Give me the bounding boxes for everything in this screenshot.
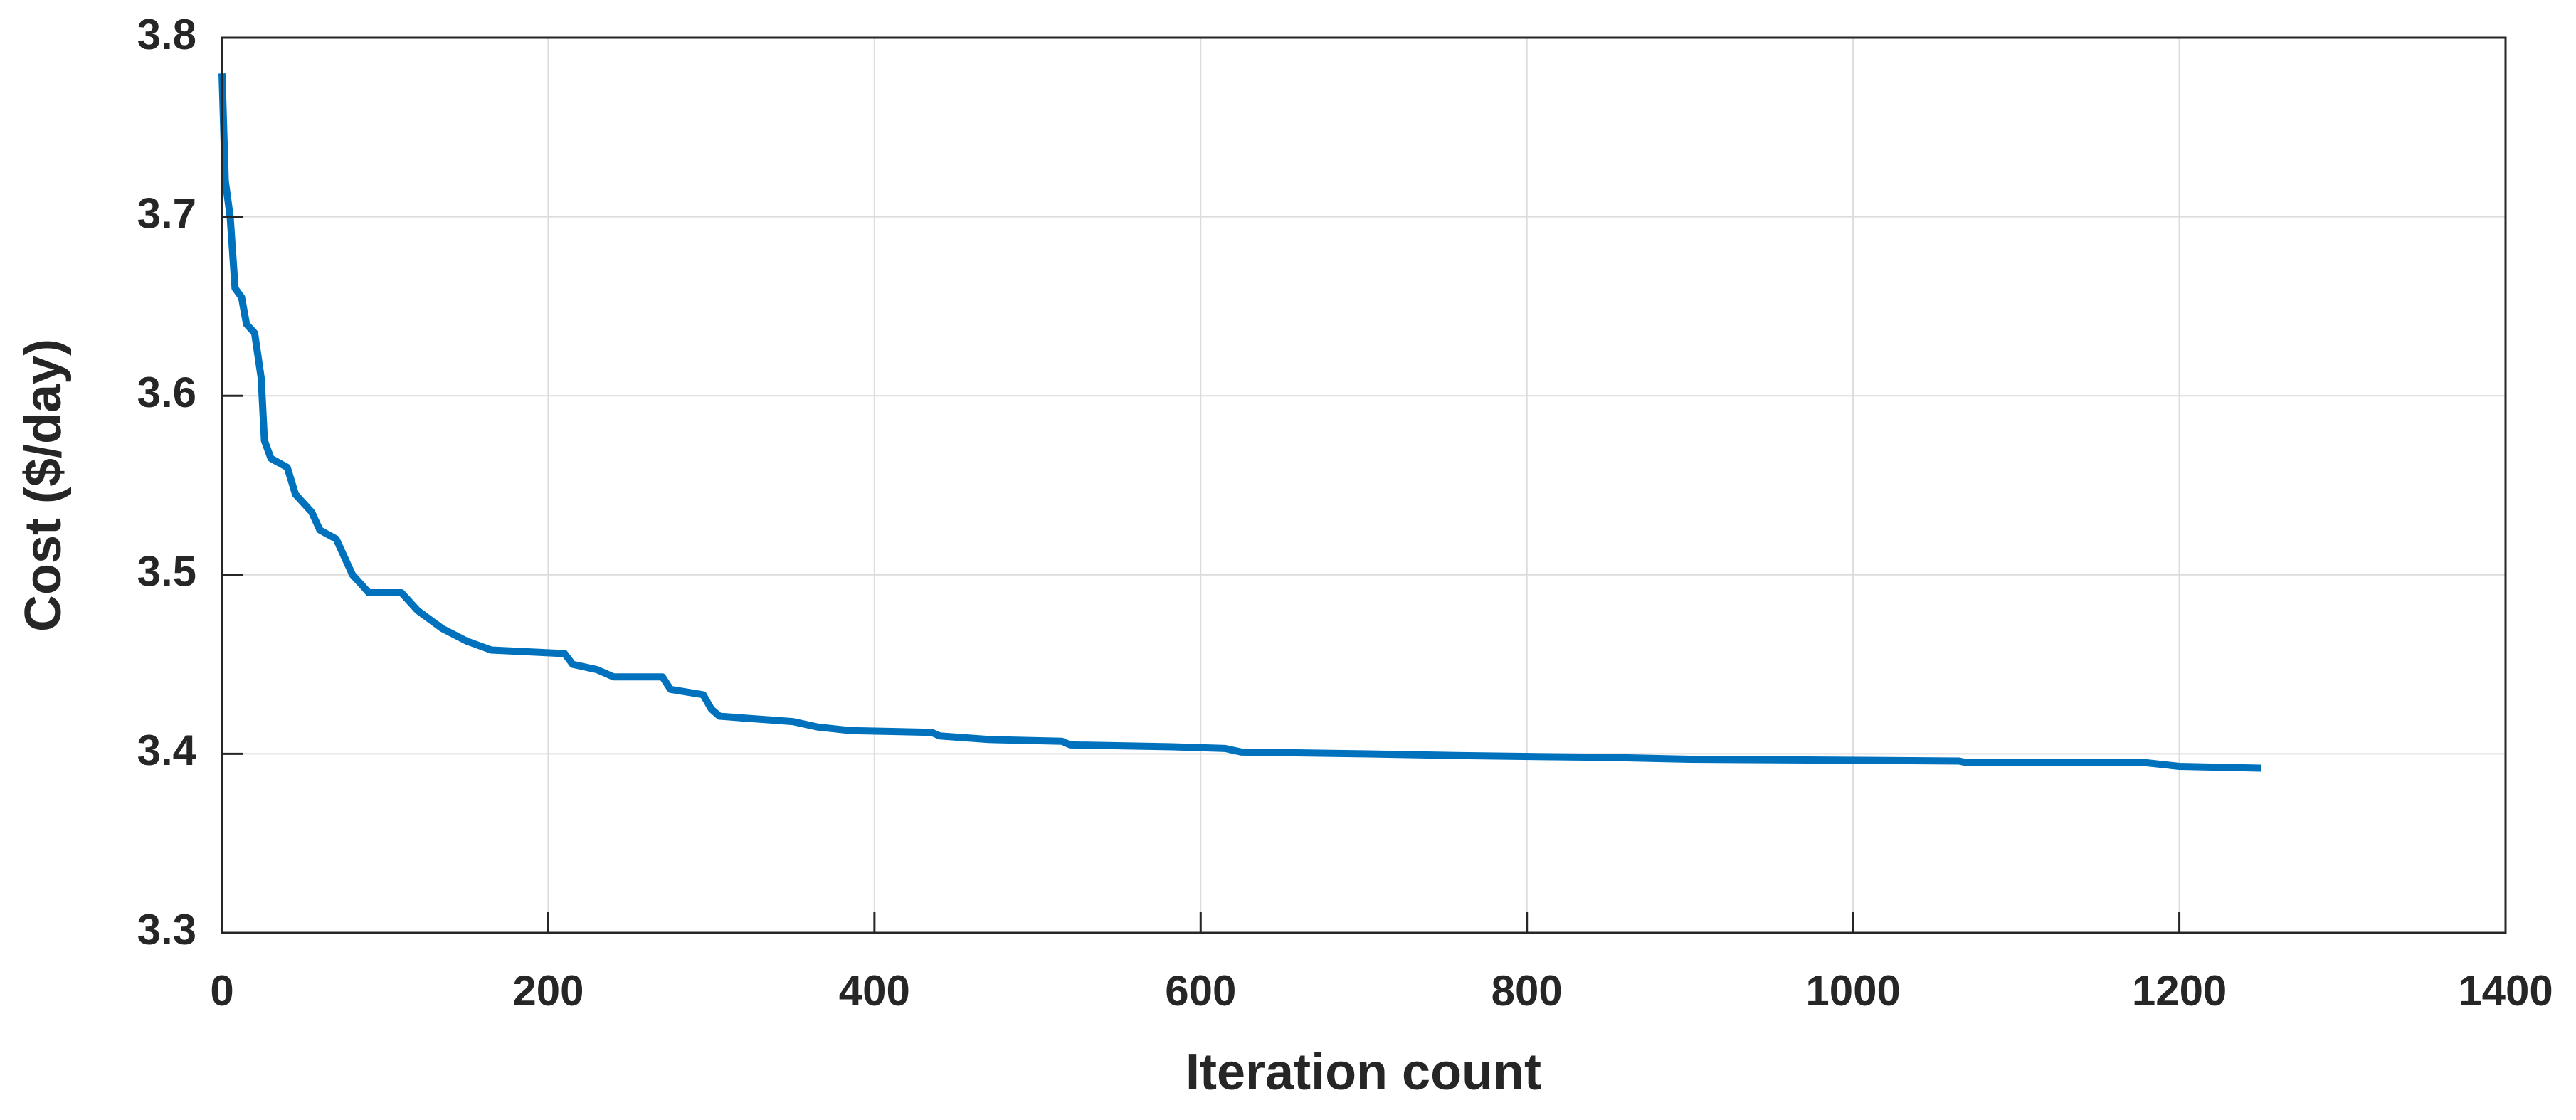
x-tick-label: 400 bbox=[839, 967, 910, 1015]
x-tick-label: 800 bbox=[1492, 967, 1563, 1015]
y-tick-label: 3.5 bbox=[137, 548, 196, 596]
x-axis-title: Iteration count bbox=[1186, 1044, 1541, 1101]
axes-box bbox=[221, 36, 2507, 934]
y-axis-title: Cost ($/day) bbox=[15, 339, 72, 632]
x-tick-label: 600 bbox=[1165, 967, 1236, 1015]
y-tick-label: 3.7 bbox=[137, 189, 196, 237]
y-tick-label: 3.3 bbox=[137, 906, 196, 953]
x-tick-label: 1400 bbox=[2458, 967, 2553, 1015]
y-tick-label: 3.8 bbox=[137, 11, 196, 58]
ticks: 0 200 400 600 800 1000 1200 1400 3.3 3.4 3.5 3.6 3.7… bbox=[137, 11, 2553, 1015]
x-tick-label: 1000 bbox=[1805, 967, 1900, 1015]
x-tick-label: 1200 bbox=[2132, 967, 2227, 1015]
plot-area bbox=[218, 73, 2261, 772]
x-tick-label: 0 bbox=[210, 967, 233, 1015]
y-tick-label: 3.4 bbox=[137, 727, 197, 774]
line-series bbox=[218, 73, 2261, 772]
y-tick-label: 3.6 bbox=[137, 369, 196, 416]
x-tick-label: 200 bbox=[512, 967, 584, 1015]
